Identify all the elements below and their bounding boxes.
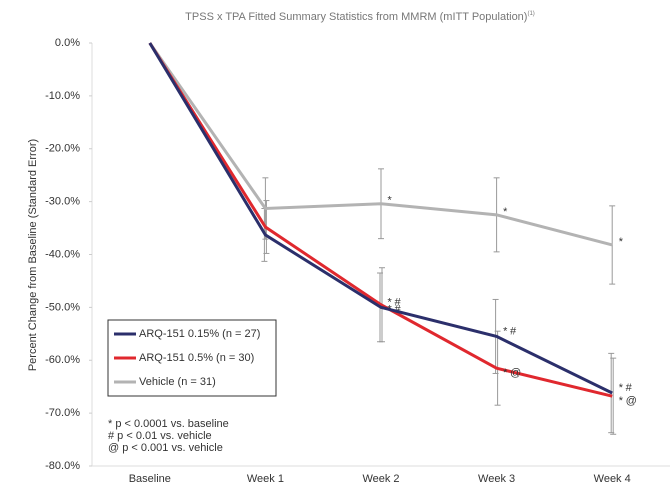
y-tick-label: -70.0% (45, 407, 80, 419)
x-tick-label: Baseline (129, 473, 171, 485)
significance-marker: * (618, 236, 623, 248)
significance-marker: * (503, 206, 508, 218)
x-tick-label: Week 2 (362, 473, 399, 485)
y-tick-label: -20.0% (45, 143, 80, 155)
legend-label: ARQ-151 0.5% (n = 30) (139, 352, 254, 364)
y-tick-label: -10.0% (45, 90, 80, 102)
significance-marker: * # (387, 296, 401, 308)
legend-label: ARQ-151 0.15% (n = 27) (139, 328, 260, 340)
y-tick-label: -60.0% (45, 354, 80, 366)
x-tick-label: Week 4 (594, 473, 631, 485)
significance-marker: * # (618, 382, 632, 394)
footnote: * p < 0.0001 vs. baseline (108, 418, 229, 430)
significance-marker: * @ (503, 367, 522, 379)
title-note: (1) (527, 11, 534, 17)
x-tick-label: Week 3 (478, 473, 515, 485)
y-tick-label: 0.0% (55, 37, 80, 49)
series-line (148, 42, 613, 395)
significance-marker: * (387, 195, 392, 207)
series-line (148, 42, 613, 398)
significance-marker: * # (503, 325, 517, 337)
significance-marker: * @ (618, 395, 637, 407)
x-tick-label: Week 1 (247, 473, 284, 485)
chart-title: TPSS x TPA Fitted Summary Statistics fro… (185, 11, 535, 23)
y-tick-label: -30.0% (45, 196, 80, 208)
y-tick-label: -40.0% (45, 248, 80, 260)
title-text: TPSS x TPA Fitted Summary Statistics fro… (185, 11, 527, 23)
footnote: @ p < 0.001 vs. vehicle (108, 442, 223, 454)
y-tick-label: -80.0% (45, 460, 80, 472)
footnote: # p < 0.01 vs. vehicle (108, 430, 212, 442)
legend-label: Vehicle (n = 31) (139, 376, 216, 388)
y-tick-label: -50.0% (45, 301, 80, 313)
series-line (148, 42, 613, 247)
y-axis-label: Percent Change from Baseline (Standard E… (27, 139, 39, 371)
